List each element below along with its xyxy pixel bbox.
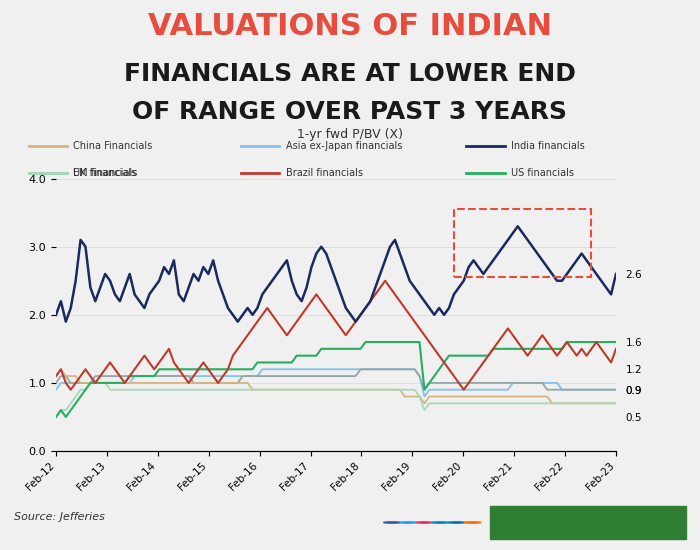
Text: 1-yr fwd P/BV (X): 1-yr fwd P/BV (X) (297, 128, 403, 141)
Bar (490, 506, 686, 539)
Circle shape (384, 522, 400, 523)
Circle shape (464, 522, 481, 523)
Text: Brazil financials: Brazil financials (286, 168, 363, 178)
Circle shape (432, 522, 449, 523)
Text: Source: Jefferies: Source: Jefferies (14, 512, 105, 522)
Text: China Financials: China Financials (73, 141, 153, 151)
Text: FINANCIALS ARE AT LOWER END: FINANCIALS ARE AT LOWER END (124, 62, 576, 86)
Text: US financials: US financials (511, 168, 574, 178)
Bar (454, 209, 592, 277)
Text: OF RANGE OVER PAST 3 YEARS: OF RANGE OVER PAST 3 YEARS (132, 100, 568, 124)
Text: EM financials: EM financials (73, 168, 137, 178)
Text: India financials: India financials (511, 141, 584, 151)
Text: moneycontrol: moneycontrol (547, 518, 629, 527)
Text: Asia ex-Japan financials: Asia ex-Japan financials (286, 141, 402, 151)
Circle shape (400, 522, 416, 523)
Text: UK financials: UK financials (73, 168, 136, 178)
Circle shape (448, 522, 465, 523)
Text: VALUATIONS OF INDIAN: VALUATIONS OF INDIAN (148, 12, 552, 41)
Circle shape (416, 522, 433, 523)
